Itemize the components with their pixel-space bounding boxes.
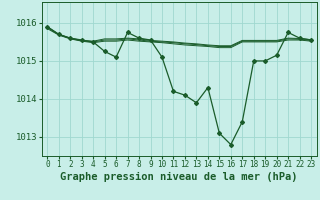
X-axis label: Graphe pression niveau de la mer (hPa): Graphe pression niveau de la mer (hPa) <box>60 172 298 182</box>
